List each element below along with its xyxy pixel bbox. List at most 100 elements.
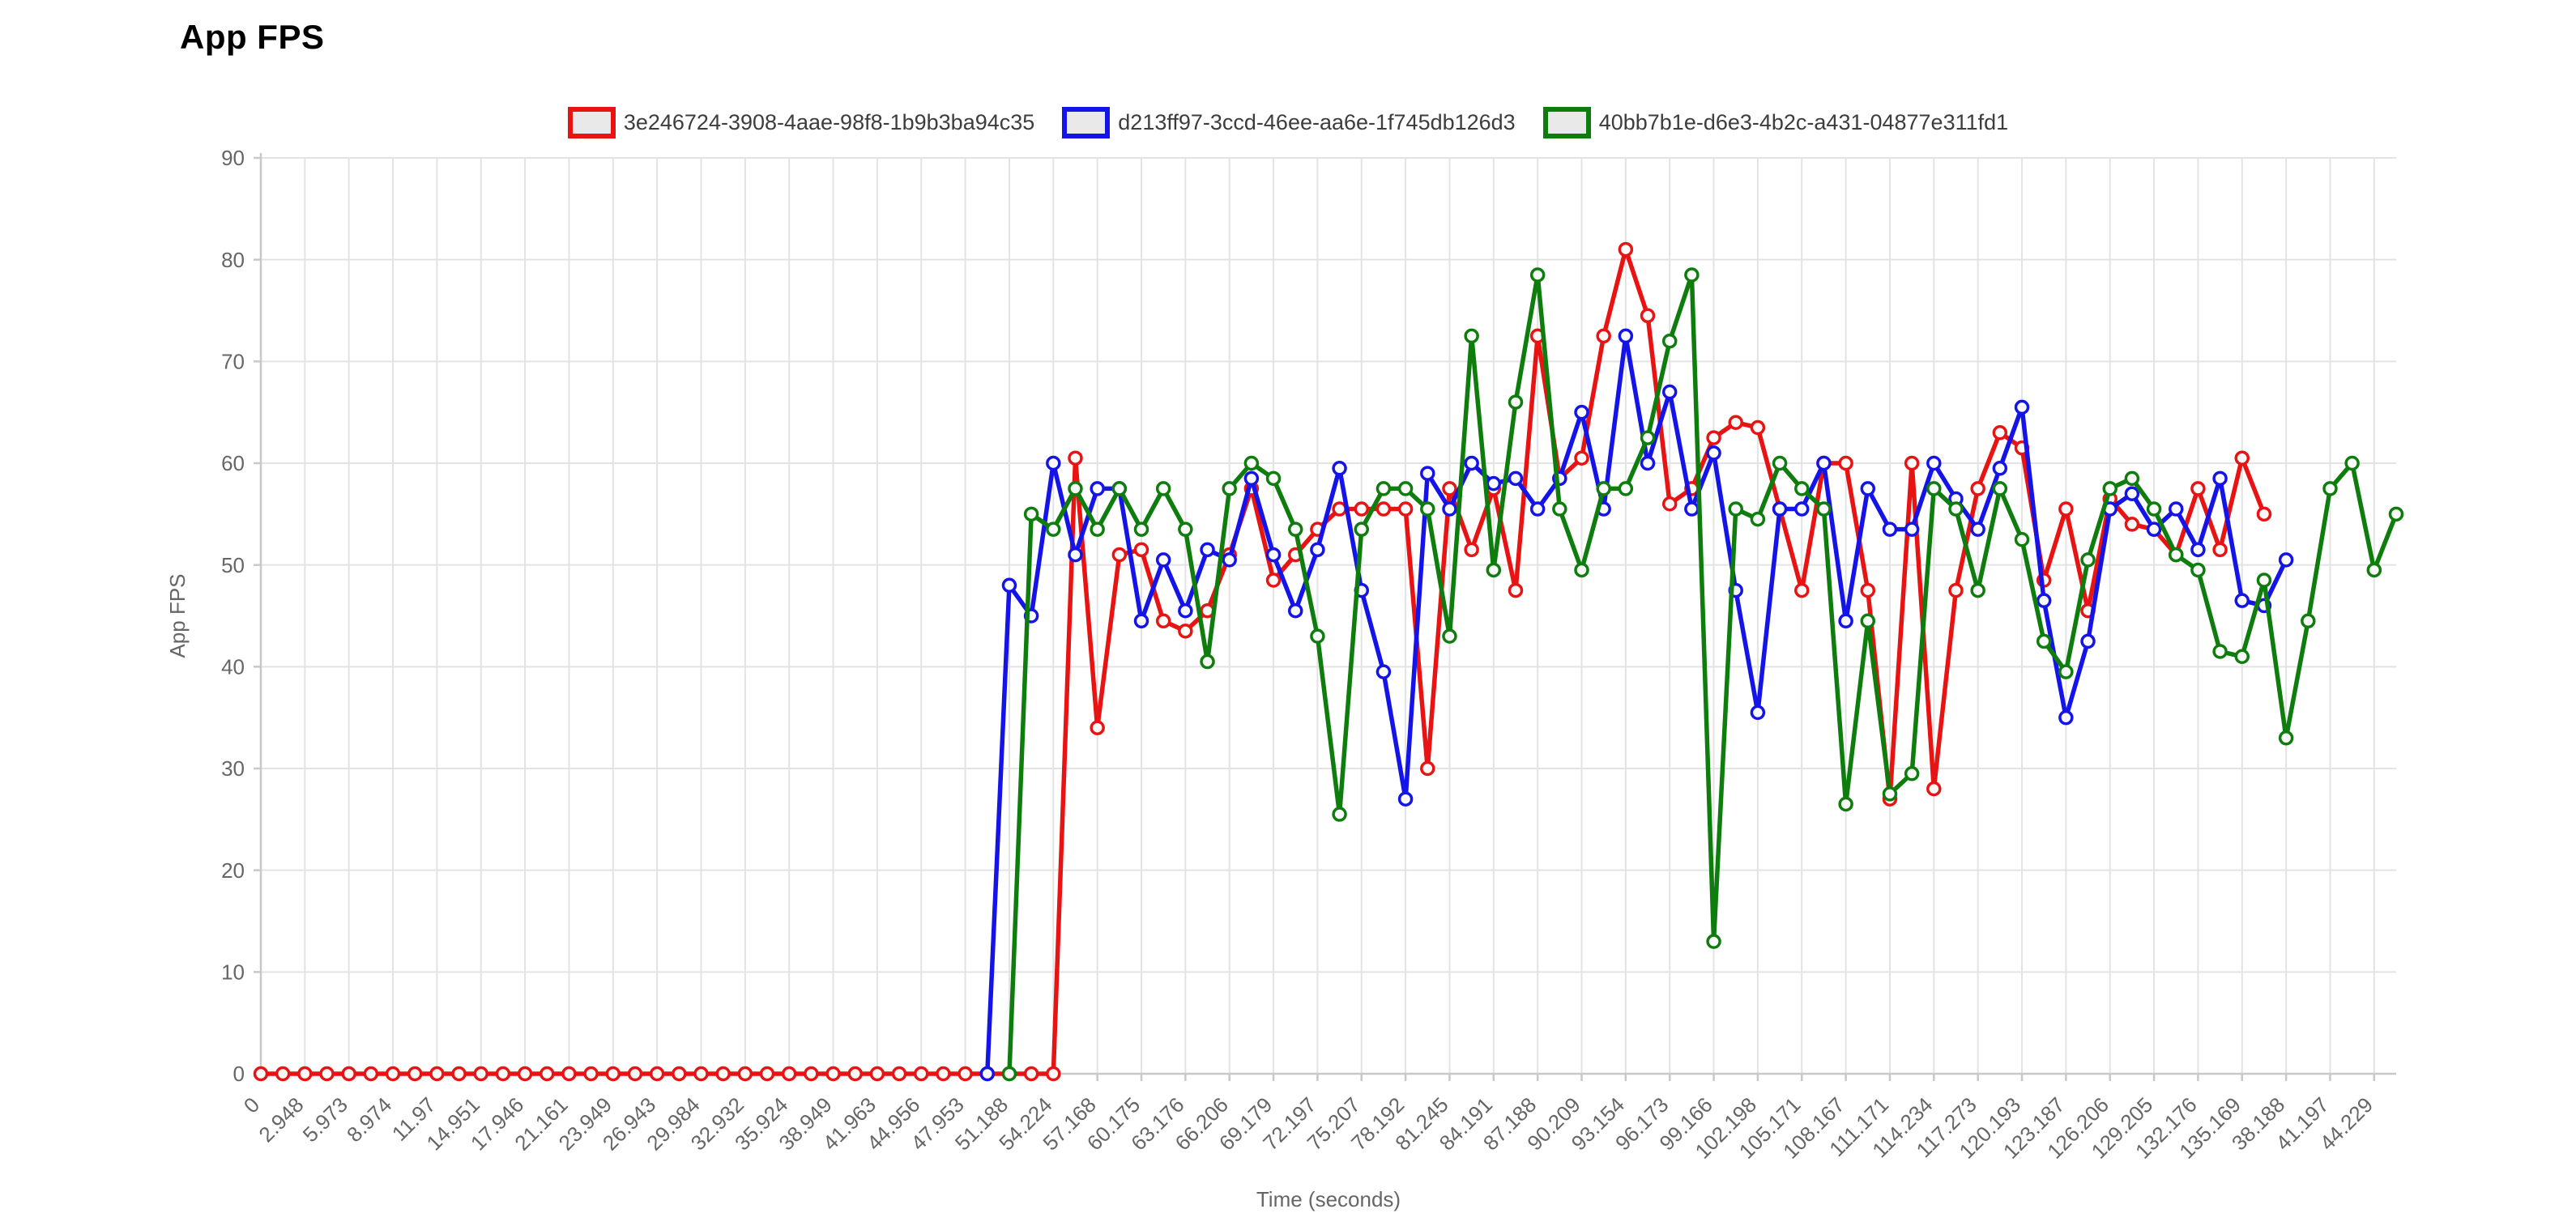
data-point-marker [1706,445,1721,461]
data-point-marker [2124,517,2140,532]
data-point-marker [1397,481,1414,496]
data-point-marker [1596,328,1611,344]
chart-title: App FPS [180,18,325,56]
legend-item-1[interactable]: d213ff97-3ccd-46ee-aa6e-1f745db126d3 [1062,107,1516,138]
y-tick-label: 50 [221,553,245,577]
data-point-marker [1243,455,1260,471]
data-point-marker [2366,562,2382,578]
data-point-marker [1970,481,1985,496]
data-point-marker [297,1066,313,1082]
data-point-marker [1332,501,1347,517]
data-point-marker [1354,521,1370,537]
data-point-marker [1420,760,1435,777]
data-point-marker [385,1066,401,1082]
data-point-marker [957,1066,973,1082]
data-point-marker [1706,934,1721,949]
data-point-marker [1661,333,1678,349]
data-point-marker [2124,486,2140,501]
data-point-marker [319,1066,335,1082]
data-point-marker [1794,582,1810,598]
data-point-marker [1200,542,1215,558]
data-point-marker [1310,628,1325,644]
data-point-marker [2234,593,2250,608]
data-point-marker [1750,705,1766,721]
data-point-marker [1046,455,1061,471]
data-point-marker [1265,547,1282,563]
data-point-marker [891,1066,907,1082]
data-point-marker [341,1066,356,1082]
data-point-marker [1618,481,1634,496]
data-point-marker [1574,562,1589,578]
data-point-marker [2080,552,2096,568]
data-point-marker [1838,613,1853,629]
series-1 [979,328,2294,1082]
data-point-marker [627,1066,643,1082]
series-markers-2 [1001,267,2404,1082]
data-point-marker [1178,602,1193,619]
y-tick-label: 0 [233,1062,245,1086]
data-point-marker [1529,501,1546,517]
y-tick-label: 40 [221,654,245,679]
data-point-marker [1442,501,1457,517]
data-point-marker [1287,521,1303,537]
data-point-marker [1838,796,1853,812]
data-point-marker [275,1066,291,1082]
legend-item-2[interactable]: 40bb7b1e-d6e3-4b2c-a431-04877e311fd1 [1542,107,2008,138]
data-point-marker [407,1066,423,1082]
data-point-marker [2190,542,2206,558]
data-point-marker [1816,501,1832,517]
data-point-marker [869,1066,885,1082]
y-tick-labels: 0 10 20 30 40 50 60 70 80 90 [221,146,245,1086]
legend-item-0[interactable]: 3e246724-3908-4aae-98f8-1b9b3ba94c35 [567,107,1035,138]
data-point-marker [1068,481,1083,496]
data-point-marker [1178,624,1193,639]
data-point-marker [1222,552,1237,568]
data-point-marker [1001,1066,1017,1082]
data-point-marker [1133,542,1149,558]
data-point-marker [1992,461,2008,476]
data-point-marker [1816,455,1832,471]
series-line-0 [258,247,2267,1076]
data-point-marker [1640,455,1656,471]
data-point-marker [1750,511,1766,527]
data-point-marker [451,1066,467,1082]
data-point-marker [1860,613,1876,629]
data-point-marker [605,1066,621,1082]
data-point-marker [2036,593,2052,608]
data-point-marker [1529,267,1546,283]
series-line-2 [1007,272,2399,1076]
data-point-marker [1332,461,1347,476]
data-point-marker [1860,481,1876,496]
y-tick-label: 20 [221,858,245,883]
data-point-marker [847,1066,863,1082]
data-point-marker [1574,450,1589,466]
x-tick-label: 8.974 [342,1092,396,1147]
series-line-1 [985,334,2288,1076]
data-point-marker [1090,481,1105,496]
data-point-marker [1728,415,1743,430]
data-point-marker [1155,552,1171,568]
data-point-marker [495,1066,511,1082]
data-point-marker [1111,547,1128,563]
data-point-marker [1265,573,1282,588]
data-point-marker [1023,506,1039,522]
legend-label: 3e246724-3908-4aae-98f8-1b9b3ba94c35 [623,110,1035,134]
y-tick-label: 60 [221,451,245,475]
legend-swatch-icon [1062,107,1111,138]
legend-label: d213ff97-3ccd-46ee-aa6e-1f745db126d3 [1118,110,1516,134]
data-point-marker [1046,1066,1061,1082]
gridlines [260,157,2396,1074]
data-point-marker [2168,501,2184,517]
data-point-marker [2014,399,2030,415]
data-point-marker [2301,613,2316,629]
data-point-marker [1926,781,1942,797]
data-point-marker [1420,466,1435,481]
y-tick-label: 90 [221,146,245,170]
data-point-marker [804,1066,819,1082]
data-point-marker [2256,573,2272,588]
data-point-marker [2168,547,2184,563]
data-point-marker [1794,501,1810,517]
data-point-marker [1706,430,1721,445]
